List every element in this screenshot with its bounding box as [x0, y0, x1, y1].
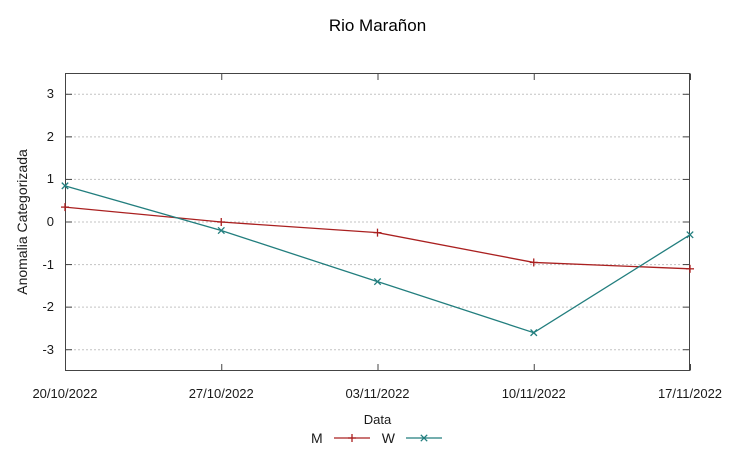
- x-axis-title: Data: [363, 412, 392, 427]
- legend-entry-w: W: [382, 430, 444, 446]
- chart-title: Rio Marañon: [328, 16, 427, 35]
- x-tick-label: 03/11/2022: [345, 386, 410, 401]
- plot-area: [61, 73, 694, 371]
- y-tick-label: -1: [42, 256, 54, 272]
- y-tick-label: -3: [42, 341, 54, 357]
- x-tick-label: 10/11/2022: [501, 386, 566, 401]
- y-tick-label: 1: [46, 171, 54, 187]
- x-tick-label: 20/10/2022: [32, 386, 98, 401]
- legend-label-w: W: [381, 430, 395, 446]
- legend-entry-m: M: [311, 430, 372, 446]
- legend-label-m: M: [311, 430, 323, 446]
- y-tick-label: 3: [46, 86, 54, 102]
- legend-line-sample-w-icon: [405, 434, 442, 442]
- y-tick-label: 0: [46, 214, 54, 229]
- x-tick-label: 27/10/2022: [188, 386, 254, 401]
- y-tick-label: 2: [46, 128, 54, 144]
- x-tick-label: 17/11/2022: [657, 386, 723, 401]
- legend-line-sample-m-icon: [333, 434, 370, 442]
- legend: M W: [65, 430, 690, 446]
- y-tick-label: -2: [42, 299, 54, 315]
